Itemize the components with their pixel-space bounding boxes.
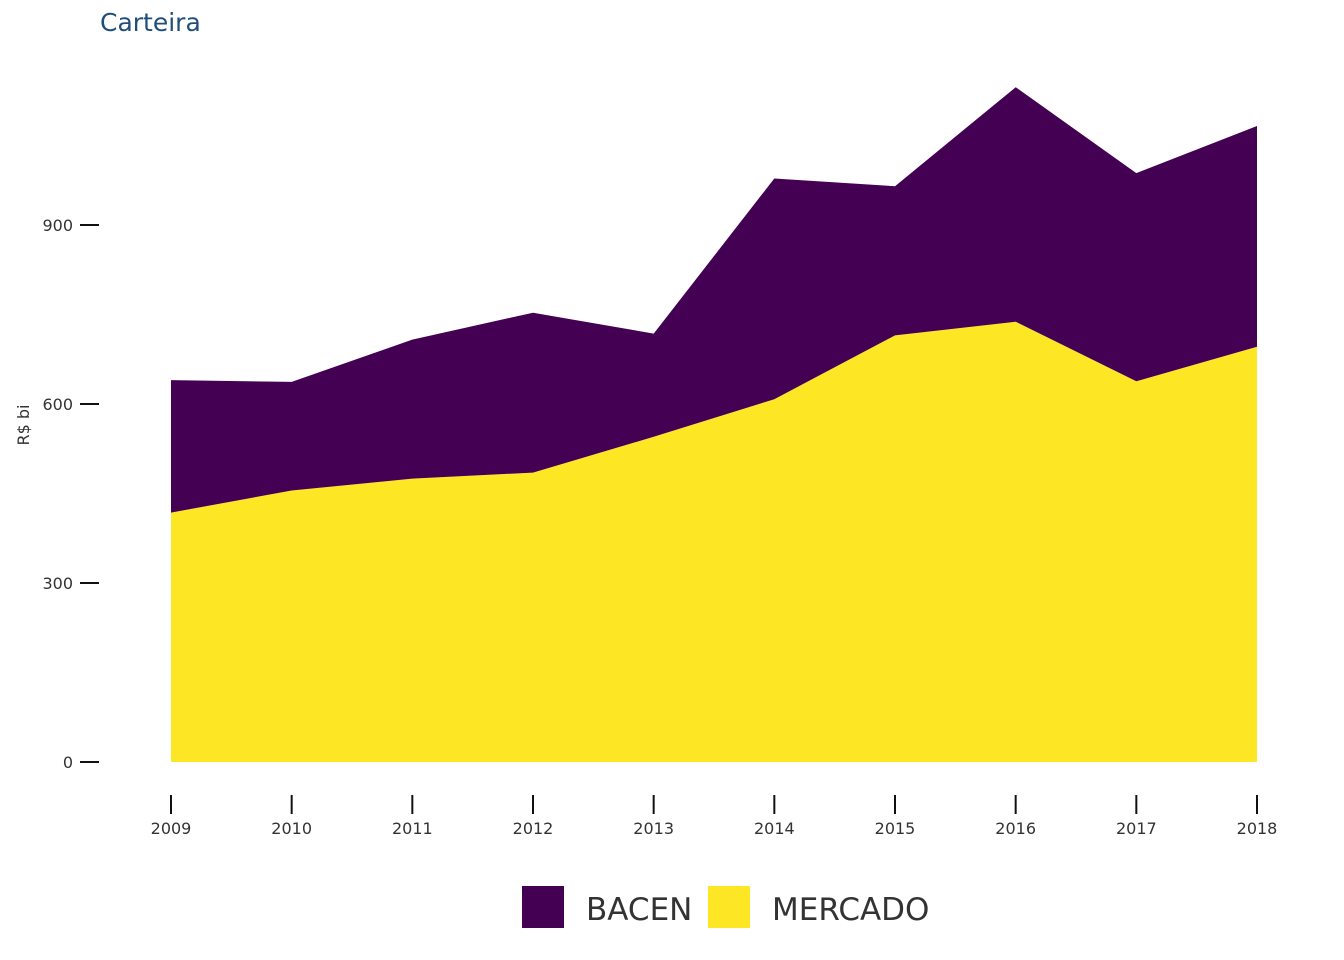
y-tick-label: 0 <box>63 753 73 772</box>
x-tick-label: 2016 <box>995 819 1036 838</box>
x-tick-label: 2010 <box>271 819 312 838</box>
x-tick-label: 2015 <box>875 819 916 838</box>
y-axis: 0 300 600 900 <box>42 216 99 772</box>
legend-label: MERCADO <box>772 892 929 928</box>
legend-label: BACEN <box>586 892 692 928</box>
y-tick-label: 900 <box>42 216 73 235</box>
x-axis: 2009 2010 2011 2012 2013 2014 2015 2016 2017 2018 <box>151 795 1278 838</box>
y-tick-label: 600 <box>42 395 73 414</box>
area-bacen <box>171 87 1257 513</box>
x-tick-label: 2017 <box>1116 819 1157 838</box>
chart-title: Carteira <box>100 8 201 37</box>
x-tick-label: 2018 <box>1237 819 1278 838</box>
legend-swatch <box>708 886 750 928</box>
x-tick-label: 2011 <box>392 819 433 838</box>
x-tick-label: 2014 <box>754 819 795 838</box>
area-layer <box>171 87 1257 762</box>
legend-item-mercado[interactable]: MERCADO <box>708 886 929 928</box>
x-tick-label: 2012 <box>513 819 554 838</box>
x-tick-label: 2013 <box>633 819 674 838</box>
legend-item-bacen[interactable]: BACEN <box>522 886 692 928</box>
legend[interactable]: BACEN MERCADO <box>522 886 929 928</box>
x-tick-label: 2009 <box>151 819 192 838</box>
legend-swatch <box>522 886 564 928</box>
area-mercado <box>171 321 1257 762</box>
y-axis-title: R$ bi <box>14 405 33 446</box>
y-tick-label: 300 <box>42 574 73 593</box>
